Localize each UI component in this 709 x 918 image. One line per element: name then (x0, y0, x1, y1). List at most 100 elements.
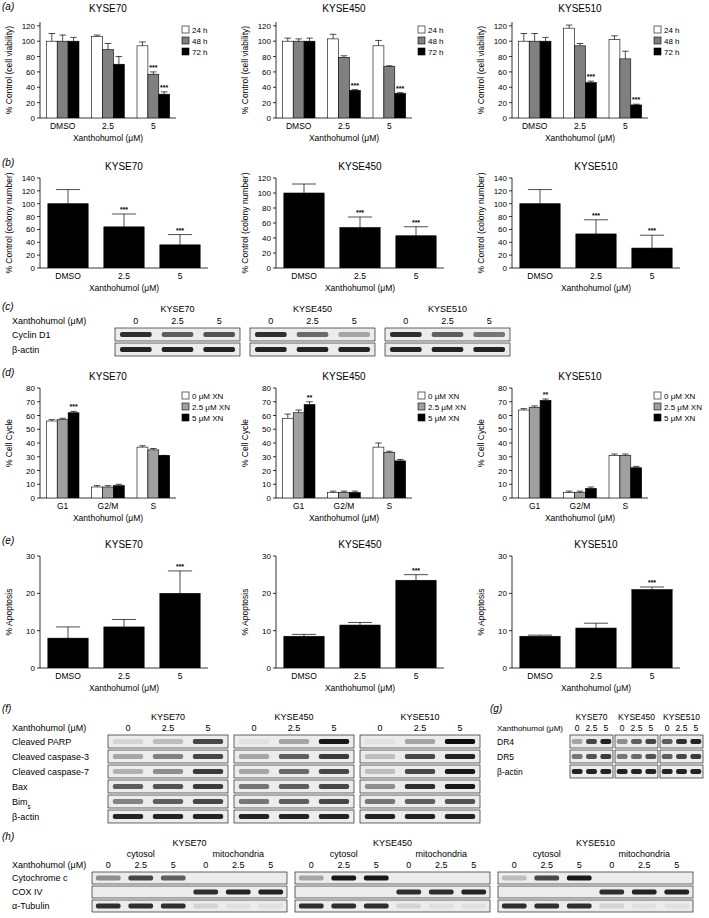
blot-strip (615, 735, 658, 748)
blot-lane: 0 (609, 860, 614, 870)
y-tick (509, 71, 512, 72)
blot-header: Xanthohumol (μM) (12, 860, 86, 870)
legend-swatch (182, 26, 189, 33)
error-bar (168, 571, 192, 593)
bar (160, 593, 200, 668)
error-bar (285, 414, 292, 418)
blot-lane: 2.5 (171, 316, 184, 326)
y-tick-label: 0 (503, 114, 508, 123)
bar (57, 420, 68, 498)
y-tick-label: 0 (503, 494, 508, 503)
y-tick-label: 40 (262, 83, 271, 92)
band (258, 904, 283, 909)
x-tick-label: DMSO (286, 121, 312, 131)
bar (576, 234, 616, 268)
band (279, 814, 309, 819)
y-tick-label: 20 (262, 249, 271, 258)
blot-lane: 0 (403, 316, 408, 326)
band (331, 876, 356, 881)
x-tick-label: 5 (414, 271, 419, 281)
error-cap (161, 91, 168, 92)
marks (520, 190, 672, 268)
band (390, 347, 422, 352)
error-bar (375, 40, 382, 45)
blot-strip (360, 795, 480, 808)
legend-swatch (182, 392, 189, 399)
y-tick (37, 71, 40, 72)
y-tick (37, 388, 40, 389)
band (193, 739, 223, 744)
blot-strip (360, 765, 480, 778)
y-tick (509, 498, 512, 499)
blot-lane: 2.5 (441, 316, 454, 326)
error-cap (168, 234, 192, 235)
panel-label: (d) (2, 367, 14, 378)
blot-row-label: Bims (12, 797, 31, 810)
error-line (596, 623, 597, 628)
significance: *** (648, 579, 656, 586)
blot-row-label: DR5 (497, 752, 514, 762)
error-cap (640, 235, 664, 236)
blot-lane: 2.5 (435, 860, 448, 870)
legend-label: 48 h (428, 37, 444, 46)
significance: *** (412, 567, 420, 574)
blot-group: KYSE70 (575, 712, 607, 722)
error-cap (295, 38, 302, 39)
band (193, 890, 218, 895)
error-cap (150, 71, 157, 72)
y-tick-label: 80 (26, 53, 35, 62)
blot-row-label: β-actin (12, 812, 39, 822)
row-name: Cleaved PARP (12, 737, 71, 747)
error-line (124, 619, 125, 626)
error-line (614, 36, 615, 40)
x-tick-label: 5 (151, 121, 156, 131)
x-tick-label: G2/M (570, 501, 591, 511)
error-line (378, 443, 379, 447)
y-tick-label: 80 (26, 213, 35, 222)
band (599, 876, 624, 881)
y-tick-label: 140 (22, 174, 36, 183)
error-cap (285, 38, 292, 39)
band (299, 904, 324, 909)
row-name: Cleaved caspase-3 (12, 752, 89, 762)
error-cap (348, 622, 372, 623)
bar (540, 400, 551, 498)
blot-strip (295, 886, 490, 898)
blot: Xanthohumol (μM)KYSE70cytosolmitochondri… (12, 838, 693, 912)
band (255, 347, 287, 352)
blot-row-label: Cleaved caspase-7 (12, 767, 89, 777)
error-cap (622, 51, 629, 52)
error-bar (622, 51, 629, 59)
y-tick-label: 30 (262, 552, 271, 561)
y-tick-label: 100 (258, 37, 272, 46)
error-bar (161, 455, 168, 456)
error-cap (352, 491, 359, 492)
legend-label: 2.5 μM XN (192, 403, 230, 412)
band (645, 739, 656, 744)
y-tick (273, 25, 276, 26)
band (631, 739, 642, 744)
row-name: Bax (12, 782, 28, 792)
bar (540, 41, 551, 118)
error-line (108, 44, 109, 50)
y-tick (273, 443, 276, 444)
blot-lane: 2.5 (337, 860, 350, 870)
row-name: β-actin (12, 345, 39, 355)
blot-strip (660, 765, 703, 778)
band (319, 754, 349, 759)
bar (339, 57, 350, 118)
bar (609, 40, 620, 118)
chart: KYSE7001020304050607080% Cell Cycle***G1… (4, 371, 230, 523)
marks (46, 411, 169, 498)
band (96, 904, 121, 909)
chart-title: KYSE450 (338, 539, 382, 550)
y-tick-label: 0 (267, 664, 272, 673)
y-tick (37, 255, 40, 256)
band (432, 332, 464, 337)
band (331, 904, 356, 909)
band (113, 769, 143, 774)
y-tick (37, 668, 40, 669)
marks (46, 34, 169, 118)
error-bar (386, 65, 393, 67)
error-line (625, 51, 626, 59)
